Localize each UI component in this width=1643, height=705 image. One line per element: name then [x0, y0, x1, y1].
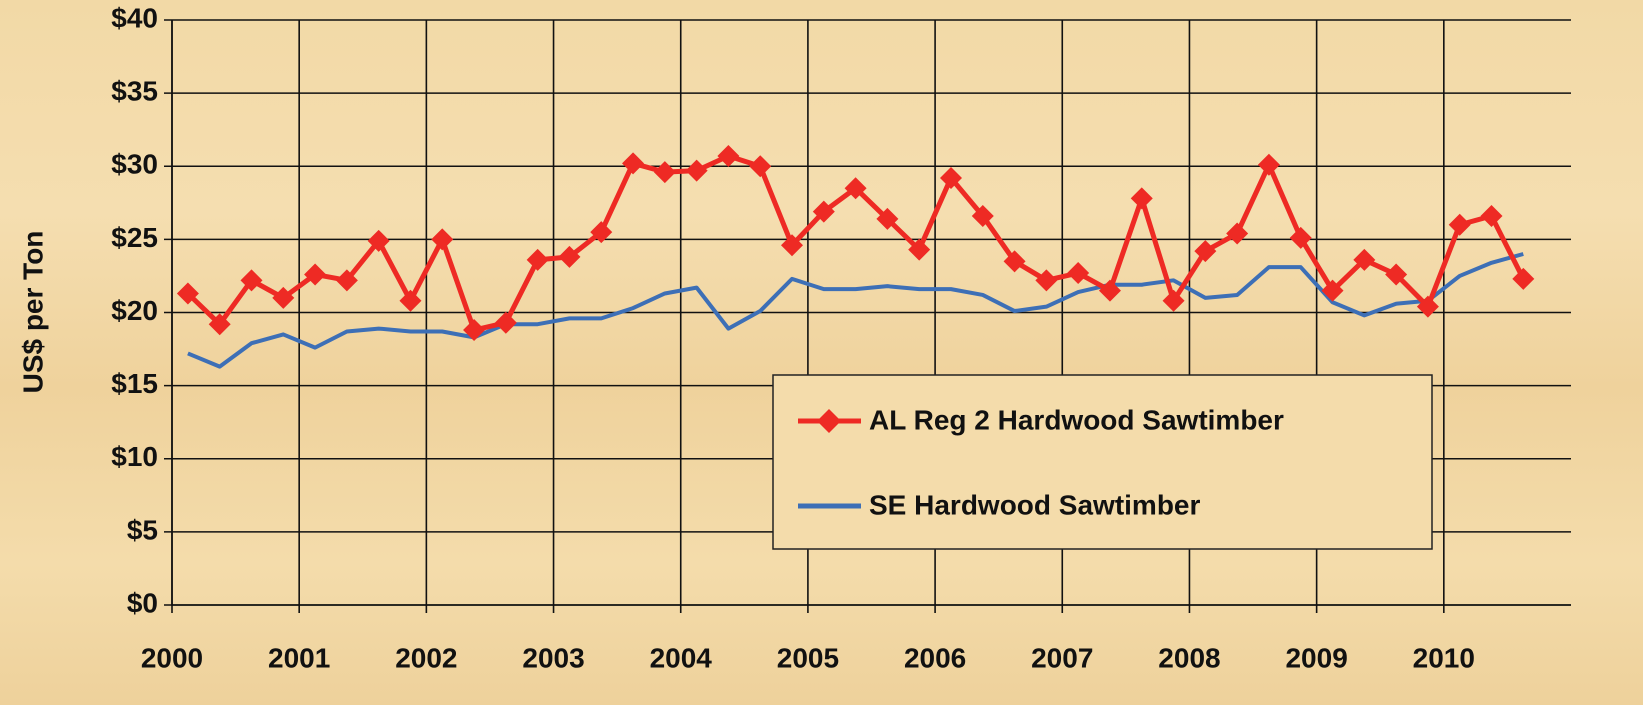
data-point: [844, 177, 867, 200]
data-point: [1130, 187, 1153, 210]
data-point: [526, 248, 549, 271]
data-point: [304, 263, 327, 286]
data-point: [1416, 295, 1439, 318]
data-point: [1321, 279, 1344, 302]
y-tick-label: $25: [111, 222, 158, 253]
x-tick-label: 2003: [522, 642, 584, 673]
y-tick-label: $35: [111, 76, 158, 107]
legend-box: [772, 374, 1433, 550]
y-tick-label: $15: [111, 368, 158, 399]
x-tick-label: 2009: [1285, 642, 1347, 673]
data-point: [1067, 262, 1090, 285]
data-point: [431, 228, 454, 251]
data-point: [1194, 240, 1217, 263]
x-tick-label: 2010: [1413, 642, 1475, 673]
y-tick-label: $5: [127, 514, 158, 545]
data-point: [939, 166, 962, 189]
data-point: [1512, 267, 1535, 290]
data-point: [399, 289, 422, 312]
data-point: [1480, 204, 1503, 227]
data-point: [1257, 153, 1280, 176]
x-tick-label: 2007: [1031, 642, 1093, 673]
data-point: [717, 145, 740, 168]
data-point: [335, 269, 358, 292]
data-point: [1289, 226, 1312, 249]
data-point: [1448, 213, 1471, 236]
x-tick-label: 2004: [650, 642, 713, 673]
data-point: [1226, 222, 1249, 245]
data-point: [558, 245, 581, 268]
data-point: [367, 229, 390, 252]
data-point: [1035, 269, 1058, 292]
y-tick-label: $30: [111, 149, 158, 180]
y-axis-title: US$ per Ton: [17, 231, 48, 394]
series-line: [187, 252, 1524, 369]
data-point: [1385, 263, 1408, 286]
data-point: [240, 269, 263, 292]
data-point: [622, 152, 645, 175]
y-tick-label: $10: [111, 441, 158, 472]
data-point: [749, 155, 772, 178]
data-point: [653, 161, 676, 184]
data-point: [590, 221, 613, 244]
data-point: [1098, 279, 1121, 302]
y-tick-label: $0: [127, 587, 158, 618]
data-point: [176, 282, 199, 305]
data-point: [272, 286, 295, 309]
x-tick-label: 2006: [904, 642, 966, 673]
x-tick-label: 2002: [395, 642, 457, 673]
data-point: [876, 207, 899, 230]
x-tick-label: 2001: [268, 642, 330, 673]
data-point: [781, 234, 804, 257]
data-point: [971, 204, 994, 227]
x-tick-label: 2005: [777, 642, 839, 673]
legend-label: SE Hardwood Sawtimber: [869, 489, 1200, 520]
data-point: [1162, 289, 1185, 312]
data-point: [812, 200, 835, 223]
x-tick-label: 2000: [141, 642, 203, 673]
data-point: [685, 159, 708, 182]
y-tick-label: $20: [111, 295, 158, 326]
data-point: [208, 313, 231, 336]
legend-label: AL Reg 2 Hardwood Sawtimber: [869, 404, 1284, 435]
data-point: [1003, 250, 1026, 273]
data-point: [463, 319, 486, 342]
data-point: [908, 238, 931, 261]
x-tick-label: 2008: [1158, 642, 1220, 673]
data-point: [1353, 248, 1376, 271]
y-tick-label: $40: [111, 2, 158, 33]
data-point: [494, 311, 517, 334]
legend-marker: [817, 409, 841, 433]
